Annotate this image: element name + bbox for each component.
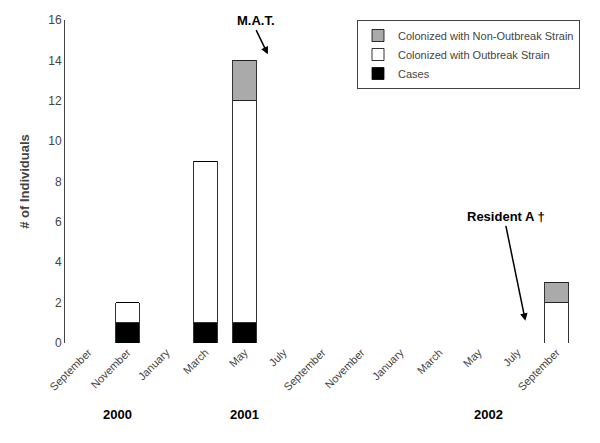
svg-text:May: May bbox=[461, 346, 485, 370]
svg-text:July: July bbox=[266, 346, 289, 369]
svg-text:10: 10 bbox=[48, 134, 62, 148]
svg-text:September: September bbox=[47, 346, 94, 393]
svg-text:November: November bbox=[322, 346, 367, 391]
svg-text:6: 6 bbox=[55, 215, 62, 229]
svg-text:November: November bbox=[88, 346, 133, 391]
svg-text:March: March bbox=[415, 346, 445, 376]
svg-text:July: July bbox=[501, 346, 524, 369]
svg-text:Colonized with Non-Outbreak St: Colonized with Non-Outbreak Strain bbox=[398, 30, 573, 42]
svg-text:September: September bbox=[281, 346, 328, 393]
svg-text:0: 0 bbox=[55, 336, 62, 350]
svg-text:September: September bbox=[515, 346, 562, 393]
svg-text:Resident A †: Resident A † bbox=[467, 209, 545, 224]
svg-text:14: 14 bbox=[48, 54, 62, 68]
svg-text:8: 8 bbox=[55, 175, 62, 189]
svg-text:Colonized with Outbreak Strain: Colonized with Outbreak Strain bbox=[398, 49, 550, 61]
svg-text:2002: 2002 bbox=[474, 407, 503, 422]
svg-text:2: 2 bbox=[55, 296, 62, 310]
svg-text:May: May bbox=[227, 346, 251, 370]
svg-text:January: January bbox=[136, 346, 173, 383]
svg-text:March: March bbox=[181, 346, 211, 376]
svg-text:4: 4 bbox=[55, 255, 62, 269]
svg-text:M.A.T.: M.A.T. bbox=[237, 13, 275, 28]
svg-text:Cases: Cases bbox=[398, 68, 430, 80]
svg-text:# of Individuals: # of Individuals bbox=[17, 134, 32, 229]
svg-text:2001: 2001 bbox=[230, 407, 259, 422]
svg-text:2000: 2000 bbox=[103, 407, 132, 422]
svg-text:16: 16 bbox=[48, 13, 62, 27]
svg-text:12: 12 bbox=[48, 94, 62, 108]
svg-text:January: January bbox=[370, 346, 407, 383]
